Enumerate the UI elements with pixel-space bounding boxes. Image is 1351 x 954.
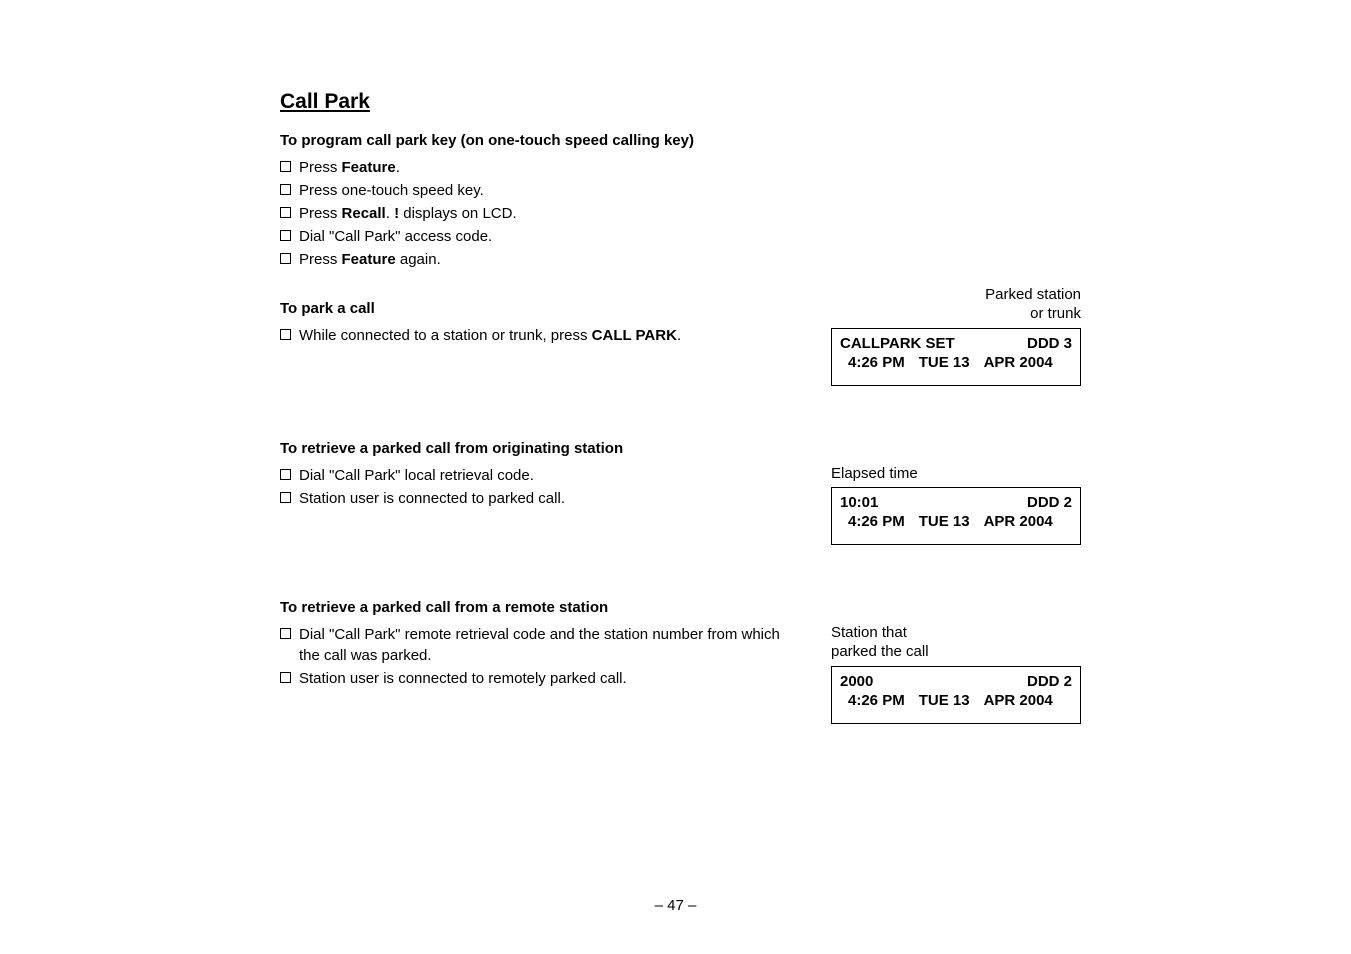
step-text: Press one-touch speed key. — [299, 180, 484, 201]
step-text: Press Recall. ! displays on LCD. — [299, 203, 517, 224]
lcd-line1-right: DDD 2 — [1027, 673, 1072, 690]
step-text: Station user is connected to parked call… — [299, 488, 565, 509]
lcd-day: TUE 13 — [919, 513, 970, 530]
step-list: While connected to a station or trunk, p… — [280, 325, 801, 346]
lcd-line1-left: CALLPARK SET — [840, 335, 955, 352]
lcd-display: 10:01 DDD 2 4:26 PM TUE 13 APR 2004 — [831, 487, 1081, 545]
checkbox-icon — [280, 672, 291, 683]
step-list: Dial "Call Park" remote retrieval code a… — [280, 624, 801, 689]
section-heading: To retrieve a parked call from originati… — [280, 440, 1081, 457]
lcd-line1-right: DDD 3 — [1027, 335, 1072, 352]
checkbox-icon — [280, 329, 291, 340]
page-title: Call Park — [280, 90, 1081, 114]
checkbox-icon — [280, 161, 291, 172]
section-heading: To program call park key (on one-touch s… — [280, 132, 1081, 149]
step-item: Press Feature again. — [280, 249, 1081, 270]
step-item: Press Recall. ! displays on LCD. — [280, 203, 1081, 224]
lcd-time: 4:26 PM — [848, 692, 905, 709]
step-item: Press Feature. — [280, 157, 1081, 178]
step-text: Press Feature again. — [299, 249, 441, 270]
checkbox-icon — [280, 253, 291, 264]
checkbox-icon — [280, 230, 291, 241]
step-item: While connected to a station or trunk, p… — [280, 325, 801, 346]
step-text: While connected to a station or trunk, p… — [299, 325, 681, 346]
step-item: Dial "Call Park" local retrieval code. — [280, 465, 801, 486]
section-heading: To retrieve a parked call from a remote … — [280, 599, 1081, 616]
lcd-line1-left: 10:01 — [840, 494, 878, 511]
section-heading: To park a call — [280, 300, 801, 317]
lcd-display: 2000 DDD 2 4:26 PM TUE 13 APR 2004 — [831, 666, 1081, 724]
lcd-caption: Station that parked the call — [831, 624, 1081, 662]
step-list: Dial "Call Park" local retrieval code. S… — [280, 465, 801, 509]
lcd-caption: Parked station or trunk — [831, 286, 1081, 324]
step-item: Press one-touch speed key. — [280, 180, 1081, 201]
checkbox-icon — [280, 469, 291, 480]
lcd-date: APR 2004 — [984, 513, 1053, 530]
lcd-time: 4:26 PM — [848, 354, 905, 371]
step-text: Dial "Call Park" access code. — [299, 226, 492, 247]
step-list: Press Feature. Press one-touch speed key… — [280, 157, 1081, 270]
step-text: Press Feature. — [299, 157, 400, 178]
lcd-day: TUE 13 — [919, 692, 970, 709]
lcd-date: APR 2004 — [984, 354, 1053, 371]
step-item: Dial "Call Park" access code. — [280, 226, 1081, 247]
step-item: Station user is connected to remotely pa… — [280, 668, 801, 689]
lcd-time: 4:26 PM — [848, 513, 905, 530]
page-number: – 47 – — [0, 897, 1351, 914]
lcd-line1-right: DDD 2 — [1027, 494, 1072, 511]
checkbox-icon — [280, 492, 291, 503]
step-item: Station user is connected to parked call… — [280, 488, 801, 509]
step-item: Dial "Call Park" remote retrieval code a… — [280, 624, 801, 666]
lcd-display: CALLPARK SET DDD 3 4:26 PM TUE 13 APR 20… — [831, 328, 1081, 386]
checkbox-icon — [280, 184, 291, 195]
checkbox-icon — [280, 628, 291, 639]
step-text: Station user is connected to remotely pa… — [299, 668, 627, 689]
lcd-line1-left: 2000 — [840, 673, 873, 690]
lcd-date: APR 2004 — [984, 692, 1053, 709]
checkbox-icon — [280, 207, 291, 218]
lcd-day: TUE 13 — [919, 354, 970, 371]
step-text: Dial "Call Park" local retrieval code. — [299, 465, 534, 486]
lcd-caption: Elapsed time — [831, 465, 1081, 484]
step-text: Dial "Call Park" remote retrieval code a… — [299, 624, 801, 666]
